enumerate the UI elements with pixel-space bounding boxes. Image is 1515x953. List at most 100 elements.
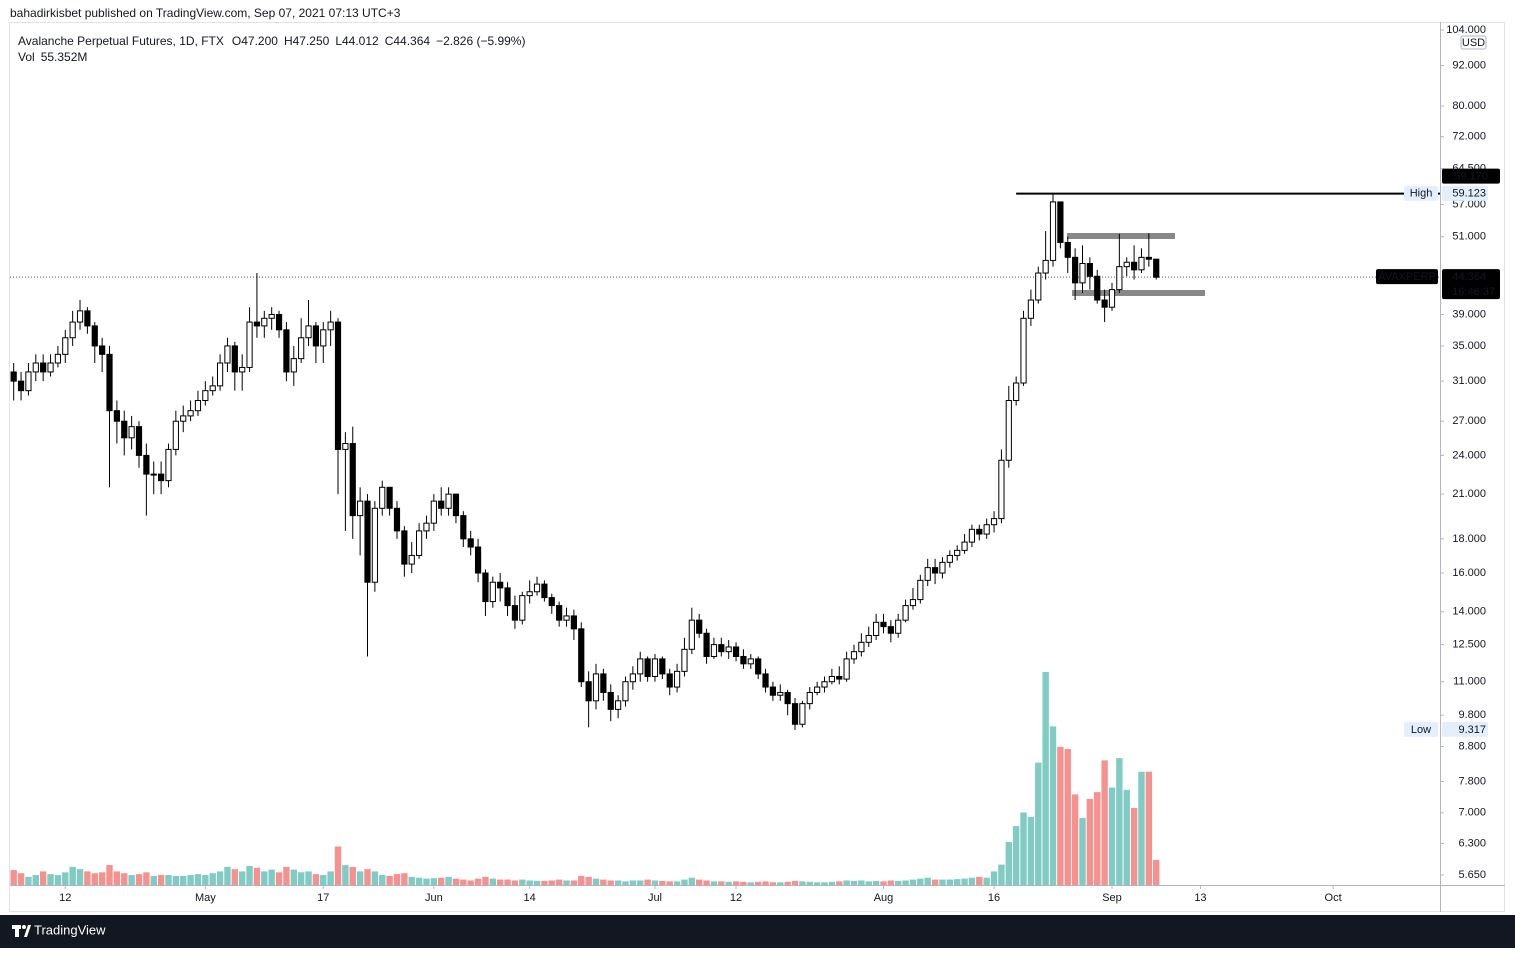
volume-bar	[902, 880, 909, 885]
candle-body	[1005, 399, 1012, 461]
y-tick-label: 7.800	[1458, 775, 1486, 787]
volume-bar	[1153, 859, 1160, 885]
volume-bar	[39, 871, 47, 885]
candle-body	[548, 597, 555, 607]
volume-bar	[821, 882, 828, 885]
range-bar	[1067, 233, 1175, 239]
y-tick-label: 11.000	[1453, 676, 1486, 688]
volume-bar	[909, 879, 917, 885]
volume-bar	[180, 875, 187, 885]
volume-bar	[813, 882, 821, 885]
candle-body	[54, 353, 62, 364]
volume-bar	[681, 879, 688, 885]
candle-body	[843, 658, 850, 680]
candle-body	[106, 353, 113, 412]
candle-body	[1057, 201, 1064, 243]
plot: Avalanche Perpetual Futures, 1D, FTX O47.…	[10, 24, 1500, 904]
y-tick-label: 16.000	[1452, 567, 1486, 579]
candle-body	[946, 554, 953, 563]
volume-bar	[710, 881, 718, 885]
candle-body	[17, 380, 25, 392]
volume-bar	[1145, 771, 1153, 885]
candle-body	[865, 634, 872, 643]
candle-body	[931, 567, 939, 574]
y-tick-label: 24.000	[1452, 449, 1486, 461]
candle-body	[1072, 256, 1079, 284]
volume-bar	[924, 877, 931, 885]
candle-body	[976, 528, 983, 535]
volume-bar	[1116, 758, 1123, 885]
candle-body	[467, 538, 474, 548]
candle-body	[312, 325, 320, 347]
volume-bar	[1094, 792, 1101, 885]
candle-body	[1079, 263, 1086, 284]
candle-body	[474, 546, 482, 574]
volume-bar	[393, 874, 401, 885]
candle-body	[1094, 275, 1101, 301]
volume-bar	[32, 875, 39, 885]
candle-body	[924, 567, 931, 581]
volume-bar	[600, 879, 607, 885]
volume-bar	[637, 880, 644, 885]
candle-body	[430, 500, 437, 524]
volume-bar	[268, 869, 275, 885]
volume-bar	[452, 878, 460, 885]
volume-bar	[1005, 841, 1012, 885]
y-tick-label: 104.000	[1446, 24, 1486, 36]
y-tick-label: 92.000	[1452, 59, 1486, 71]
candle-body	[732, 646, 740, 657]
y-tick-label: 51.000	[1452, 231, 1486, 243]
candle-body	[585, 681, 592, 702]
candle-body	[194, 399, 202, 412]
candle-body	[84, 310, 91, 327]
volume-bar	[887, 880, 895, 885]
volume-bar	[799, 881, 806, 885]
candle-body	[10, 371, 17, 382]
volume-bar	[740, 881, 747, 885]
legend-ohlc: H47.250	[284, 34, 330, 48]
x-tick-label: 17	[317, 892, 329, 904]
currency-label: USD	[1462, 37, 1485, 49]
volume-bar	[990, 871, 998, 885]
volume-bar	[961, 878, 968, 885]
candle-body	[1101, 299, 1108, 308]
volume-bar	[968, 877, 976, 885]
y-tick-label: 21.000	[1452, 488, 1486, 500]
candle-body	[939, 561, 946, 574]
candle-body	[666, 673, 673, 688]
candle-body	[696, 619, 703, 634]
volume-bar	[1042, 672, 1049, 885]
volume-bar	[592, 878, 600, 885]
candle-body	[533, 583, 541, 593]
candle-body	[69, 321, 76, 339]
volume-bar	[253, 867, 261, 885]
volume-bar	[629, 880, 637, 885]
candle-body	[497, 581, 504, 589]
volume-bar	[25, 876, 32, 885]
candle-body	[629, 673, 636, 683]
candle-body	[622, 681, 629, 702]
candle-body	[519, 595, 526, 621]
candle-body	[298, 337, 305, 360]
volume-bar	[106, 865, 113, 885]
volume-bar	[1020, 812, 1027, 885]
candle-body	[393, 507, 401, 532]
volume-bar	[769, 882, 777, 885]
volume-bar	[371, 871, 379, 885]
candle-body	[688, 619, 695, 650]
volume-bar	[342, 865, 349, 885]
candle-body	[401, 530, 408, 565]
logo-part	[24, 925, 31, 937]
candle-body	[121, 420, 128, 439]
legend-title: Avalanche Perpetual Futures, 1D, FTX	[18, 34, 224, 48]
candle-body	[615, 700, 622, 710]
volume-bar	[1079, 817, 1086, 885]
volume-bar	[1027, 817, 1035, 885]
volume-bar	[261, 871, 268, 885]
logo-part	[22, 925, 26, 929]
candle-body	[541, 583, 548, 599]
volume-bar	[246, 865, 253, 885]
volume-bar	[1071, 794, 1079, 885]
candle-body	[600, 673, 607, 693]
